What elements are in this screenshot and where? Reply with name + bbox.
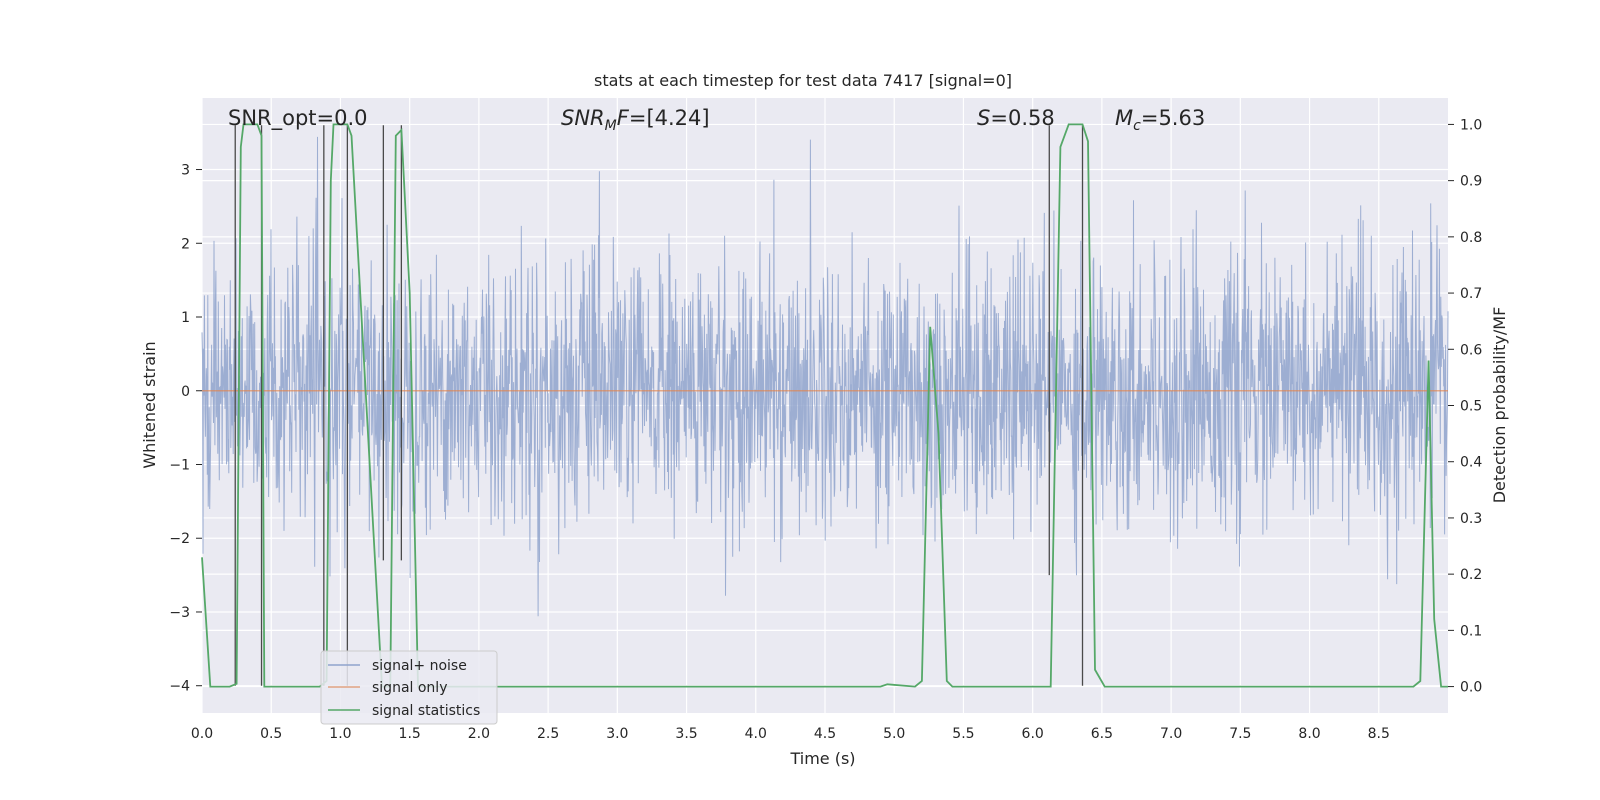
x-axis-ticks: 0.0 0.5 1.0 1.5 2.0 2.5 3.0 3.5 4.0 4.5 5.0 5.5 6.0 6… [191,726,1390,742]
signal-statistics-line [201,123,1448,688]
annotation-snr-opt: SNR_opt=0.0 [228,106,368,131]
x-tick-label: 7.0 [1160,726,1182,742]
noise-line [201,136,1449,617]
y-right-tick-label: 0.3 [1460,511,1482,527]
x-tick-label: 5.5 [952,726,974,742]
series-signal-statistics [201,123,1448,688]
y-left-tick-label: −2 [169,531,190,547]
y-right-tick-label: 0.1 [1460,623,1482,639]
y-right-tick-label: 0.7 [1460,286,1482,302]
chart-title: stats at each timestep for test data 741… [594,71,1012,90]
legend: signal+ noise signal only signal statist… [320,650,498,725]
y-left-tick-label: −4 [169,679,190,695]
y-left-tick-label: 3 [181,163,190,179]
y-right-axis-ticks: 1.0 0.9 0.8 0.7 0.6 0.5 0.4 0.3 0.2 0.1 0.0 [1448,117,1482,696]
y-right-tick-label: 1.0 [1460,117,1482,133]
annotation-mc: Mc=5.63 [1115,106,1205,134]
y-right-tick-label: 0.5 [1460,399,1482,415]
y-left-tick-label: 1 [181,310,190,326]
x-tick-label: 1.0 [329,726,351,742]
x-tick-label: 6.0 [1022,726,1044,742]
annotation-snr-mf-value: [4.24] [646,106,709,130]
annotation-snr-mf: SNRMF=[4.24] [561,106,710,134]
y-right-tick-label: 0.0 [1460,680,1482,696]
x-tick-label: 0.5 [260,726,282,742]
x-tick-label: 6.5 [1091,726,1113,742]
legend-box [320,650,498,725]
x-tick-label: 3.0 [606,726,628,742]
series-signal-noise [201,136,1449,617]
x-tick-label: 8.5 [1368,726,1390,742]
legend-label-signal-statistics: signal statistics [372,703,480,719]
y-right-tick-label: 0.2 [1460,567,1482,583]
x-tick-label: 4.0 [745,726,767,742]
annotation-s-value: 0.58 [1008,106,1055,130]
legend-label-signal-noise: signal+ noise [372,658,467,674]
x-axis-label: Time (s) [789,749,855,768]
annotation-mc-value: 5.63 [1158,106,1205,130]
x-tick-label: 3.5 [675,726,697,742]
y-right-tick-label: 0.9 [1460,174,1482,190]
y-left-tick-label: 2 [181,236,190,252]
y-left-tick-label: −3 [169,605,190,621]
y-left-tick-label: −1 [169,457,190,473]
x-tick-label: 0.0 [191,726,213,742]
x-tick-label: 2.0 [468,726,490,742]
y-axis-label-right: Detection probability/MF [1490,307,1509,504]
legend-label-signal-only: signal only [372,680,447,696]
y-left-tick-label: 0 [181,384,190,400]
vertical-markers [234,125,1084,686]
y-right-tick-label: 0.4 [1460,455,1482,471]
x-tick-label: 1.5 [399,726,421,742]
y-left-axis-ticks: 3 2 1 0 −1 −2 −3 −4 [169,163,202,695]
x-tick-label: 8.0 [1298,726,1320,742]
y-right-tick-label: 0.8 [1460,230,1482,246]
x-tick-label: 4.5 [814,726,836,742]
annotation-s: S=0.58 [977,106,1055,130]
x-tick-label: 7.5 [1229,726,1251,742]
y-right-tick-label: 0.6 [1460,342,1482,358]
x-tick-label: 2.5 [537,726,559,742]
y-axis-label-left: Whitened strain [140,341,159,468]
x-tick-label: 5.0 [883,726,905,742]
